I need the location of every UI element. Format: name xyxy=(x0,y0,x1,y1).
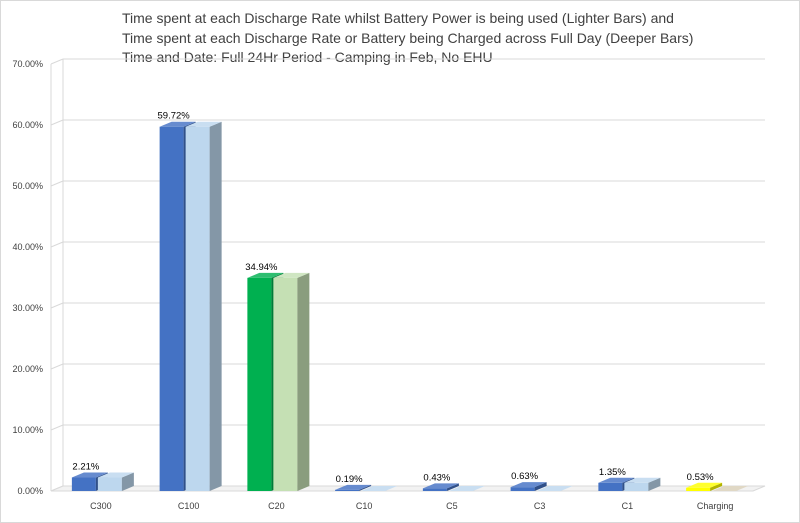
gridline-side xyxy=(50,241,64,248)
bar-light-c1 xyxy=(624,477,661,491)
y-tick-label: 10.00% xyxy=(12,425,43,435)
y-tick-label: 50.00% xyxy=(12,181,43,191)
bar-deep-c5 xyxy=(422,483,459,491)
y-tick-label: 70.00% xyxy=(12,59,43,69)
bar-light-c100 xyxy=(185,121,222,491)
gridline-side xyxy=(50,302,64,309)
y-tick-label: 40.00% xyxy=(12,242,43,252)
x-category-label: Charging xyxy=(697,501,734,511)
bar-deep-charging xyxy=(686,482,723,491)
x-category-label: C10 xyxy=(356,501,373,511)
bar-light-c5 xyxy=(448,486,485,492)
x-category-label: C100 xyxy=(178,501,200,511)
y-tick-label: 60.00% xyxy=(12,120,43,130)
x-category-label: C20 xyxy=(268,501,285,511)
data-label: 59.72% xyxy=(158,111,191,122)
data-label: 34.94% xyxy=(245,262,278,273)
data-label: 0.19% xyxy=(336,474,363,485)
x-category-label: C3 xyxy=(534,501,546,511)
chart-title-line-1: Time spent at each Discharge Rate whilst… xyxy=(122,10,674,26)
bar-light-c10 xyxy=(361,486,398,492)
gridline-side xyxy=(50,58,64,65)
bar-light-c20 xyxy=(273,272,310,491)
data-label: 0.53% xyxy=(687,472,714,483)
x-category-label: C5 xyxy=(446,501,458,511)
gridline-side xyxy=(50,180,64,187)
x-category-label: C1 xyxy=(622,501,634,511)
chart-title-line-2: Time spent at each Discharge Rate or Bat… xyxy=(122,30,694,46)
gridline-side xyxy=(50,424,64,431)
y-tick-label: 0.00% xyxy=(17,486,43,496)
bar-deep-c3 xyxy=(510,482,547,491)
bar-deep-c10 xyxy=(335,484,372,491)
gridline-side xyxy=(50,363,64,370)
data-label: 2.21% xyxy=(72,462,99,473)
y-tick-label: 20.00% xyxy=(12,364,43,374)
bar-light-charging xyxy=(712,486,749,492)
data-label: 0.63% xyxy=(511,471,538,482)
chart-title-line-3: Time and Date: Full 24Hr Period - Campin… xyxy=(122,49,493,65)
gridline-side xyxy=(50,119,64,126)
x-category-label: C300 xyxy=(90,501,112,511)
data-label: 1.35% xyxy=(599,467,626,478)
bar-light-c300 xyxy=(97,472,134,491)
data-label: 0.43% xyxy=(423,472,450,483)
y-tick-label: 30.00% xyxy=(12,303,43,313)
bar-light-c3 xyxy=(536,486,573,492)
